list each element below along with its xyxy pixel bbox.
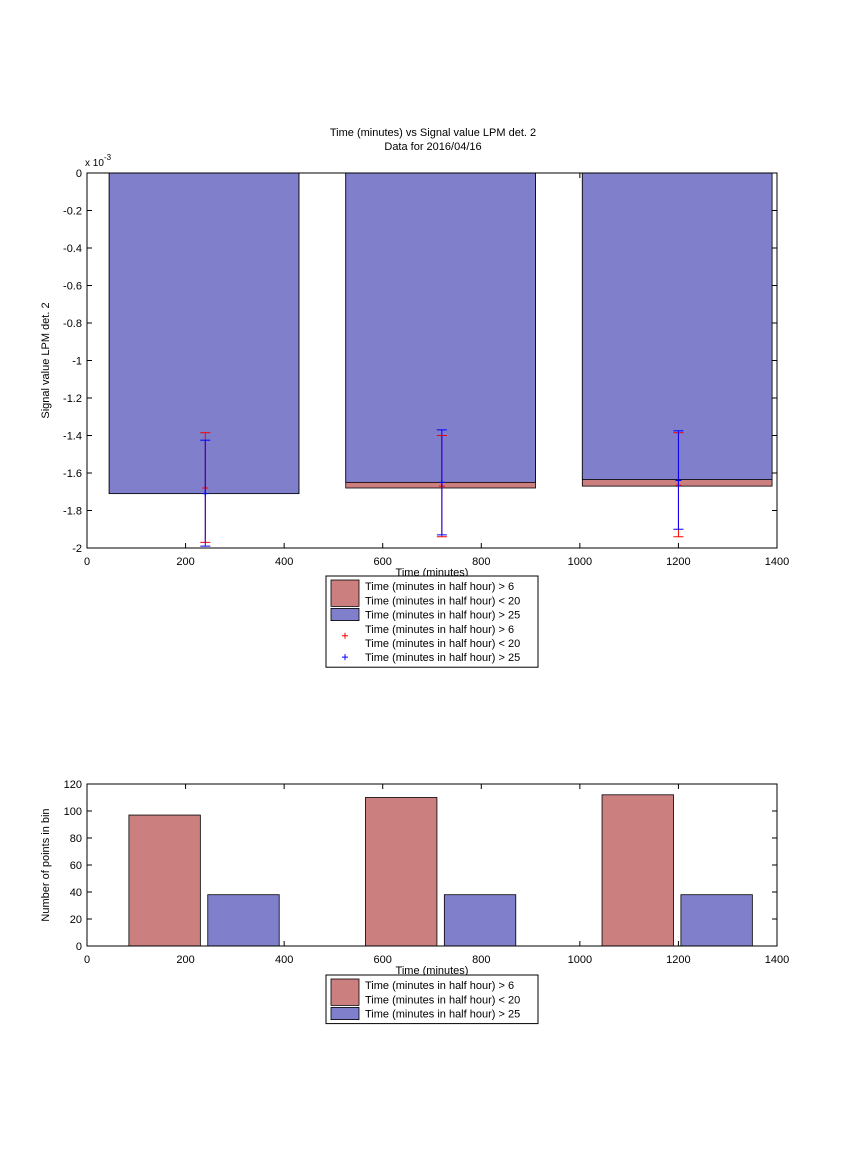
- y-axis-label: Number of points in bin: [40, 808, 52, 921]
- y-tick-label: -1.8: [63, 506, 82, 518]
- legend-box: [325, 575, 539, 668]
- y-exponent-power: -3: [104, 153, 112, 162]
- y-tick-label: -1.4: [63, 431, 82, 443]
- legend-marker: [342, 654, 348, 661]
- x-tick-label: 1000: [568, 556, 592, 568]
- count-bar-red: [601, 794, 674, 947]
- legend-label-line2: Time (minutes in half hour) < 20: [365, 638, 520, 650]
- y-tick-label: -1: [72, 356, 82, 368]
- y-exponent-label: x 10: [85, 158, 104, 169]
- y-tick-label: 0: [76, 168, 82, 180]
- errorbar-center-marker: [675, 477, 682, 484]
- errorbar-center-marker: [202, 490, 209, 497]
- legend-swatch: [330, 1007, 360, 1021]
- bar-blue: [345, 172, 536, 483]
- y-tick-label: -0.4: [63, 243, 82, 255]
- x-tick-label: 800: [472, 954, 490, 966]
- y-tick-label: 0: [76, 941, 82, 953]
- x-tick-label: 800: [472, 556, 490, 568]
- y-tick-label: 80: [70, 833, 82, 845]
- legend-swatch: [330, 608, 360, 622]
- y-axis-label: Signal value LPM det. 2: [40, 302, 52, 418]
- legend-box: [325, 974, 539, 1025]
- errorbar-center-marker: [438, 479, 445, 486]
- legend-label: Time (minutes in half hour) > 25: [365, 1009, 520, 1021]
- top-chart-subtitle: Data for 2016/04/16: [384, 141, 481, 153]
- bottom-chart: 0 200 400 600 800 1000 1200 1400 0 20 40 60 80 100 120…: [40, 779, 789, 1025]
- y-tick-label: 100: [64, 806, 82, 818]
- y-tick-label: -2: [72, 543, 82, 555]
- x-tick-label: 200: [176, 954, 194, 966]
- x-tick-label: 1400: [765, 954, 789, 966]
- legend-marker: [342, 632, 348, 639]
- plot-frame: [86, 172, 778, 549]
- top-chart-title: Time (minutes) vs Signal value LPM det. …: [330, 127, 536, 139]
- legend-label-line1: Time (minutes in half hour) > 6: [365, 980, 514, 992]
- plot-frame: [86, 783, 778, 947]
- x-tick-label: 0: [84, 556, 90, 568]
- y-tick-label: -0.6: [63, 281, 82, 293]
- y-tick-label: 120: [64, 779, 82, 791]
- bar-blue: [108, 172, 300, 495]
- x-tick-label: 600: [374, 954, 392, 966]
- bar-blue: [581, 172, 773, 480]
- count-bar-red: [128, 814, 201, 947]
- x-tick-label: 1200: [666, 954, 690, 966]
- y-tick-label: -1.2: [63, 393, 82, 405]
- x-tick-label: 0: [84, 954, 90, 966]
- x-tick-label: 1400: [765, 556, 789, 568]
- count-bar-blue: [207, 894, 280, 947]
- legend-swatch: [330, 579, 360, 607]
- legend-label-line1: Time (minutes in half hour) > 6: [365, 624, 514, 636]
- count-bar-red: [365, 797, 438, 947]
- legend-label-line2: Time (minutes in half hour) < 20: [365, 595, 520, 607]
- x-tick-label: 400: [275, 954, 293, 966]
- y-tick-label: 20: [70, 914, 82, 926]
- y-tick-label: 60: [70, 860, 82, 872]
- y-tick-label: -1.6: [63, 468, 82, 480]
- legend-label-line2: Time (minutes in half hour) < 20: [365, 994, 520, 1006]
- x-axis-label: Time (minutes): [396, 965, 469, 977]
- count-bar-blue: [443, 894, 517, 947]
- top-chart: 0 200 400 600 800 1000 1200 1400 0 -0.2 -0.4 -0.6 -0…: [40, 153, 789, 668]
- x-tick-label: 1000: [568, 954, 592, 966]
- x-tick-label: 200: [176, 556, 194, 568]
- x-tick-label: 1200: [666, 556, 690, 568]
- x-tick-label: 400: [275, 556, 293, 568]
- legend-label: Time (minutes in half hour) > 25: [365, 652, 520, 664]
- legend-swatch: [330, 978, 360, 1006]
- y-tick-label: 40: [70, 887, 82, 899]
- legend-label-line1: Time (minutes in half hour) > 6: [365, 581, 514, 593]
- legend-label: Time (minutes in half hour) > 25: [365, 610, 520, 622]
- y-tick-label: -0.8: [63, 318, 82, 330]
- count-bar-blue: [680, 894, 753, 947]
- x-tick-label: 600: [374, 556, 392, 568]
- y-tick-label: -0.2: [63, 206, 82, 218]
